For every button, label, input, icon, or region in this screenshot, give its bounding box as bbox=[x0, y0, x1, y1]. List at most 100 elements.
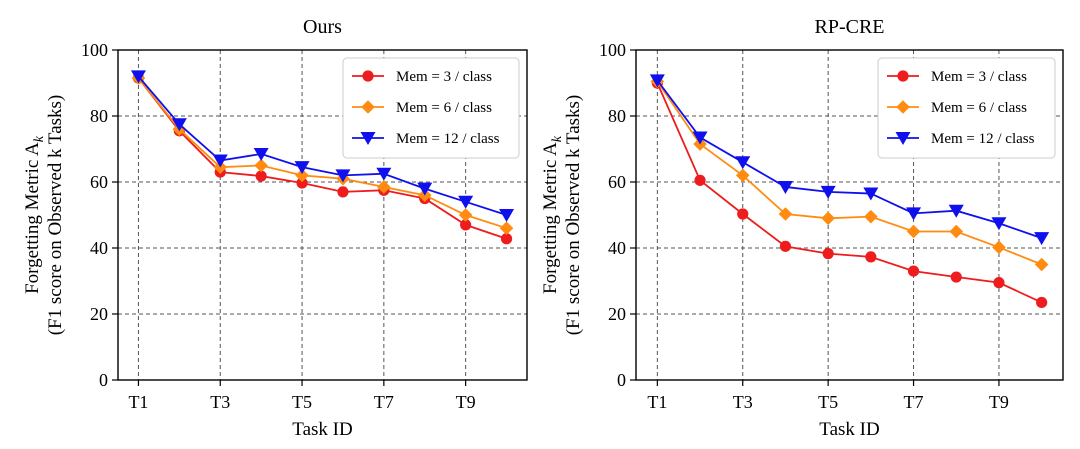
series-line-mem12 bbox=[137, 75, 507, 216]
y-tick-label: 40 bbox=[608, 238, 626, 258]
data-point-mem12 bbox=[692, 131, 708, 145]
plot-frame bbox=[117, 49, 528, 381]
data-point-mem12 bbox=[863, 187, 879, 201]
x-tick-label: T1 bbox=[128, 392, 148, 412]
data-point-mem12 bbox=[735, 156, 751, 170]
data-point-mem6 bbox=[864, 209, 878, 224]
data-point-mem3 bbox=[993, 277, 1005, 289]
legend: Mem = 3 / class Mem = 6 / class Mem = 12 /… bbox=[342, 57, 520, 159]
data-point-mem6 bbox=[295, 168, 309, 183]
legend-label: Mem = 12 / class bbox=[931, 131, 1035, 147]
data-point-mem3 bbox=[337, 186, 349, 198]
legend-label: Mem = 3 / class bbox=[396, 69, 492, 85]
chart-title: Ours bbox=[303, 16, 342, 38]
data-point-mem12 bbox=[499, 209, 515, 222]
data-point-mem12 bbox=[820, 185, 836, 199]
x-axis-label: Task ID bbox=[819, 419, 879, 440]
data-point-mem3 bbox=[822, 248, 834, 260]
legend-marker-mem6 bbox=[896, 100, 910, 114]
legend-box bbox=[342, 57, 520, 159]
y-tick-label: 80 bbox=[608, 106, 626, 126]
data-point-mem6 bbox=[906, 224, 921, 239]
data-point-mem12 bbox=[417, 182, 433, 196]
data-point-mem6 bbox=[735, 168, 750, 183]
data-point-mem12 bbox=[253, 147, 269, 161]
data-point-mem3 bbox=[296, 177, 308, 189]
legend-box bbox=[877, 57, 1056, 159]
data-point-mem6 bbox=[821, 211, 835, 226]
data-point-mem12 bbox=[906, 207, 922, 221]
x-tick-label: T3 bbox=[733, 392, 753, 412]
x-tick-label: T1 bbox=[647, 392, 667, 412]
data-point-mem3 bbox=[460, 219, 472, 231]
data-point-mem6 bbox=[778, 207, 793, 221]
legend-label: Mem = 6 / class bbox=[931, 100, 1027, 116]
y-tick-label: 100 bbox=[599, 40, 626, 60]
x-tick-label: T9 bbox=[989, 392, 1009, 412]
series-line-mem3 bbox=[137, 77, 507, 240]
legend: Mem = 3 / class Mem = 6 / class Mem = 12 /… bbox=[877, 57, 1056, 159]
data-point-mem6 bbox=[992, 240, 1006, 255]
y-axis-label-secondary: (F1 score on Observed k Tasks) bbox=[563, 95, 584, 336]
data-point-mem3 bbox=[737, 208, 749, 220]
x-tick-label: T5 bbox=[292, 392, 312, 412]
x-tick-label: T9 bbox=[456, 392, 476, 412]
data-point-mem12 bbox=[948, 204, 964, 218]
data-point-mem12 bbox=[294, 161, 310, 175]
plot-frame bbox=[635, 49, 1064, 381]
y-tick-label: 80 bbox=[90, 106, 108, 126]
data-point-mem6 bbox=[458, 208, 473, 222]
legend-label: Mem = 3 / class bbox=[931, 69, 1027, 85]
data-point-mem3 bbox=[779, 240, 792, 252]
data-point-mem12 bbox=[376, 167, 392, 181]
data-point-mem3 bbox=[950, 271, 962, 283]
y-tick-label: 40 bbox=[90, 238, 108, 258]
data-point-mem6 bbox=[377, 180, 391, 194]
data-point-mem12 bbox=[171, 118, 187, 132]
legend-marker-mem12 bbox=[360, 132, 376, 145]
data-point-mem12 bbox=[335, 169, 351, 183]
x-axis-label: Task ID bbox=[292, 419, 352, 440]
chart-panel-1: 0 20 40 60 80 100 T1 T3 T5 T7 T9 Ours Task ID Forgett… bbox=[22, 16, 528, 440]
data-point-mem12 bbox=[1034, 232, 1050, 246]
data-point-mem3 bbox=[255, 170, 267, 182]
series-line-mem6 bbox=[656, 80, 1042, 266]
legend-label: Mem = 12 / class bbox=[396, 131, 500, 147]
data-point-mem6 bbox=[254, 158, 268, 173]
data-point-mem6 bbox=[499, 221, 514, 235]
legend-marker-mem12 bbox=[895, 132, 911, 145]
y-axis-label: Forgetting Metric Ak bbox=[22, 135, 47, 294]
legend-marker-mem3 bbox=[362, 70, 374, 82]
data-point-mem3 bbox=[500, 233, 513, 245]
chart-panel-2: 0 20 40 60 80 100 T1 T3 T5 T7 T9 RP-CRE Task ID Forge… bbox=[540, 16, 1064, 440]
x-tick-label: T7 bbox=[904, 392, 924, 412]
data-point-mem12 bbox=[777, 180, 793, 194]
chart-title: RP-CRE bbox=[814, 16, 884, 38]
series-line-mem12 bbox=[656, 79, 1042, 239]
data-point-mem3 bbox=[907, 265, 920, 277]
y-tick-label: 60 bbox=[608, 172, 626, 192]
x-tick-label: T7 bbox=[374, 392, 394, 412]
y-tick-label: 20 bbox=[90, 304, 108, 324]
legend-label: Mem = 6 / class bbox=[396, 100, 492, 116]
data-point-mem12 bbox=[649, 74, 665, 88]
x-tick-label: T3 bbox=[210, 392, 230, 412]
y-tick-label: 0 bbox=[617, 370, 626, 390]
data-point-mem6 bbox=[1034, 257, 1049, 272]
series-line-mem6 bbox=[137, 77, 507, 230]
y-tick-label: 60 bbox=[90, 172, 108, 192]
y-tick-label: 20 bbox=[608, 304, 626, 324]
data-point-mem3 bbox=[694, 174, 706, 186]
data-point-mem3 bbox=[1036, 296, 1048, 309]
y-tick-label: 100 bbox=[81, 40, 108, 60]
legend-marker-mem3 bbox=[897, 70, 909, 82]
data-point-mem12 bbox=[991, 217, 1007, 231]
x-tick-label: T5 bbox=[818, 392, 838, 412]
data-point-mem12 bbox=[458, 195, 474, 209]
legend-marker-mem6 bbox=[361, 100, 375, 114]
y-tick-label: 0 bbox=[99, 370, 108, 390]
series-line-mem3 bbox=[656, 82, 1043, 304]
y-axis-label-secondary: (F1 score on Observed k Tasks) bbox=[45, 95, 66, 336]
data-point-mem12 bbox=[212, 154, 228, 168]
